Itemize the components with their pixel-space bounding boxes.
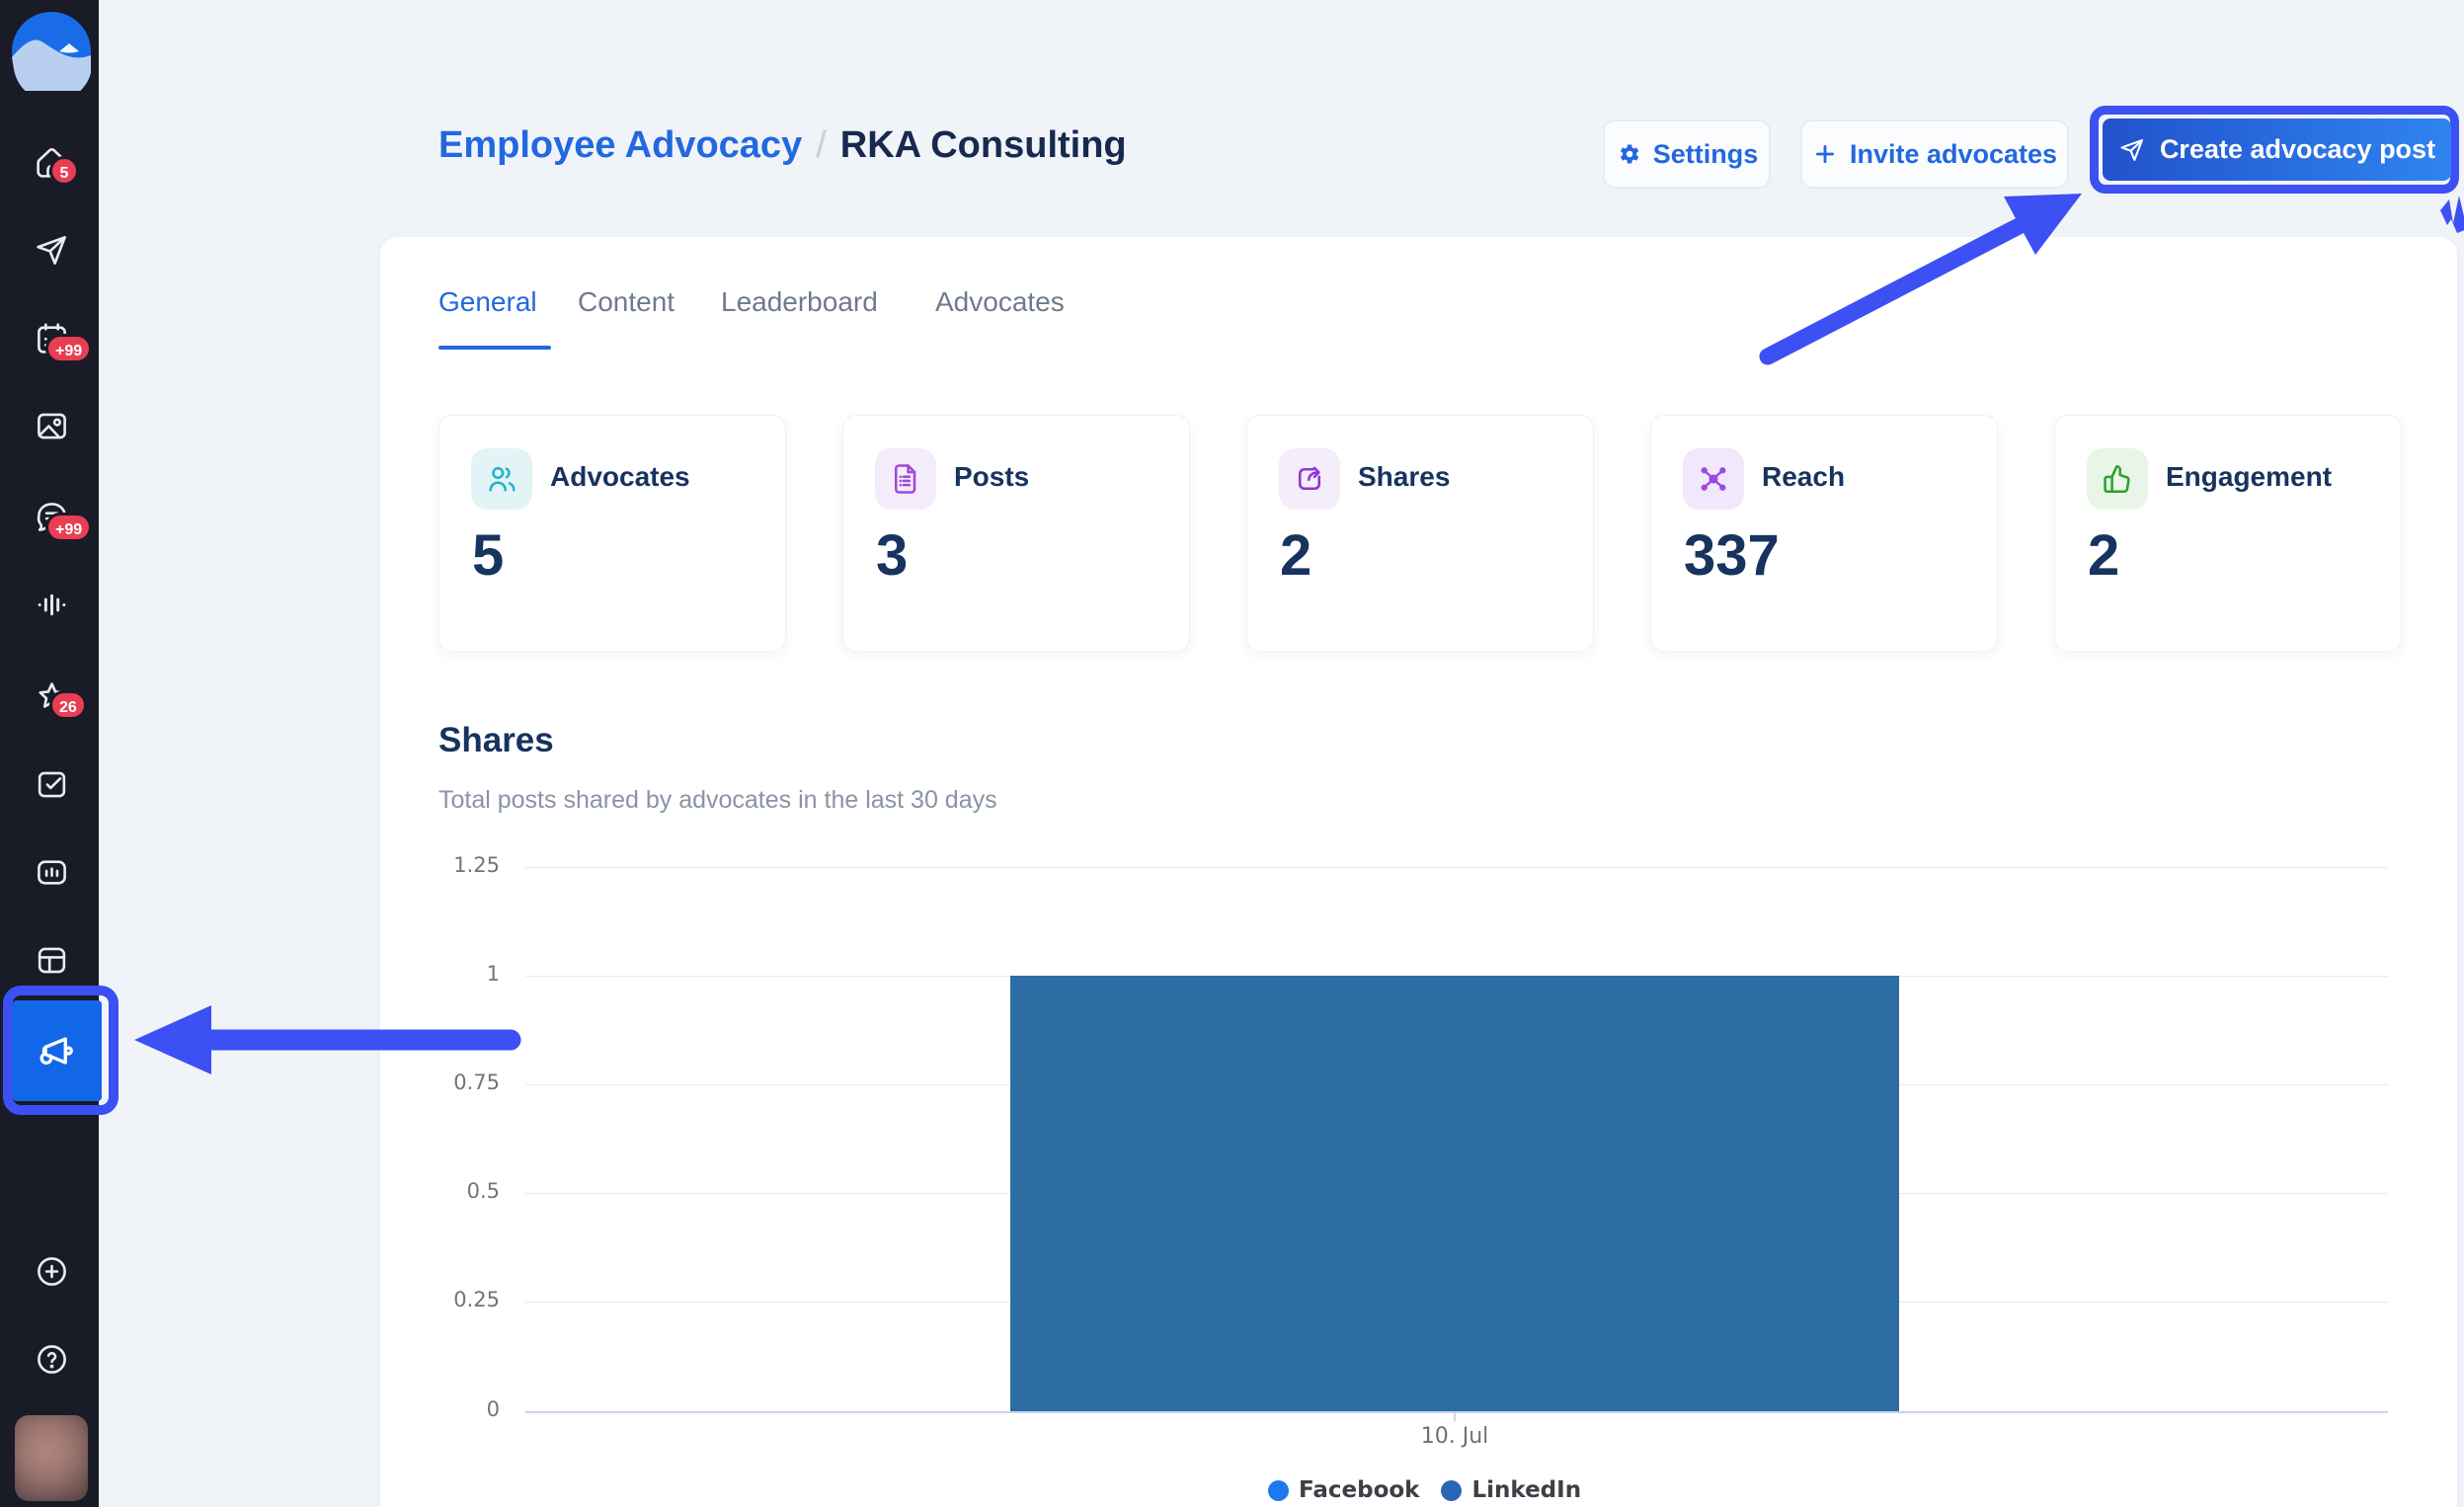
legend-label: LinkedIn <box>1471 1477 1582 1503</box>
share-icon <box>1298 466 1321 491</box>
facebook-legend-dot <box>1268 1479 1289 1501</box>
tab-content[interactable]: Content <box>578 286 676 317</box>
annotation-glyph-edge <box>2440 196 2464 233</box>
stat-value: 5 <box>472 523 505 588</box>
annotation-highlight-ring-sidebar <box>3 986 119 1115</box>
sidebar-item-add[interactable] <box>20 1239 83 1303</box>
inbox-notification-badge: +99 <box>45 513 93 542</box>
calendar-notification-badge: +99 <box>45 334 93 363</box>
annotation-highlight-ring-create <box>2090 106 2459 194</box>
sidebar-item-reviews[interactable]: 26 <box>20 665 87 728</box>
page-title: RKA Consulting <box>839 124 1127 166</box>
x-axis-line <box>525 1411 2388 1413</box>
tab-advocates[interactable]: Advocates <box>935 286 1065 317</box>
avatar-image <box>15 1415 88 1501</box>
stat-value: 3 <box>876 523 909 588</box>
listening-waveform-icon <box>38 594 65 615</box>
invite-advocates-button[interactable]: Invite advocates <box>1800 119 2069 189</box>
gear-icon <box>1620 144 1639 164</box>
y-tick-label: 0.5 <box>466 1179 500 1203</box>
network-icon <box>1701 467 1726 491</box>
x-tick-label: 10. Jul <box>1420 1424 1489 1449</box>
tab-leaderboard[interactable]: Leaderboard <box>721 286 878 317</box>
stat-label: Shares <box>1358 461 1451 492</box>
sidebar-item-publish[interactable] <box>20 218 83 281</box>
breadcrumb-section[interactable]: Employee Advocacy <box>438 124 803 166</box>
reviews-notification-badge: 26 <box>49 690 87 720</box>
stat-card-shares: Shares 2 <box>1246 415 1594 652</box>
tab-general[interactable]: General <box>438 286 537 317</box>
stat-label: Posts <box>954 461 1030 492</box>
sidebar-item-listening[interactable] <box>20 573 83 636</box>
sidebar-item-reports[interactable] <box>20 840 83 904</box>
check-square-icon <box>38 771 65 797</box>
plus-icon <box>1815 145 1834 163</box>
sidebar-item-tasks[interactable] <box>20 753 83 816</box>
stat-label: Advocates <box>550 461 690 492</box>
document-icon <box>894 464 916 494</box>
legend-item-facebook[interactable]: Facebook <box>1268 1477 1419 1503</box>
settings-button[interactable]: Settings <box>1603 119 1771 189</box>
plus-circle-icon <box>37 1256 66 1286</box>
stat-value: 337 <box>1684 523 1780 588</box>
stat-card-reach: Reach 337 <box>1650 415 1998 652</box>
thumbs-up-icon <box>2104 464 2130 494</box>
send-icon <box>36 235 66 265</box>
shares-section-title: Shares <box>438 721 554 759</box>
advocates-icon-tile <box>471 448 532 510</box>
posts-icon-tile <box>875 448 936 510</box>
y-tick-label: 0 <box>486 1397 500 1421</box>
sidebar: 5 +99 <box>0 0 102 1507</box>
linkedin-legend-dot <box>1441 1479 1463 1501</box>
bar-chart-icon <box>37 859 66 885</box>
shares-icon-tile <box>1279 448 1340 510</box>
breadcrumb-separator: / <box>816 124 827 166</box>
user-avatar[interactable] <box>15 1415 88 1501</box>
sidebar-item-employee-advocacy[interactable] <box>13 1000 102 1101</box>
chart-bar-linkedin <box>1010 976 1899 1411</box>
sidebar-item-home[interactable]: 5 <box>20 130 83 194</box>
breadcrumb: Employee Advocacy / RKA Consulting <box>438 124 1127 167</box>
active-tab-underline <box>438 346 551 350</box>
sidebar-item-calendar[interactable]: +99 <box>20 306 93 369</box>
legend-label: Facebook <box>1299 1477 1420 1503</box>
layout-icon <box>38 947 65 973</box>
sidebar-item-media[interactable] <box>20 394 83 457</box>
y-tick-label: 0.25 <box>453 1288 500 1311</box>
home-notification-badge: 5 <box>49 156 79 186</box>
stat-card-advocates: Advocates 5 <box>438 415 786 652</box>
stat-value: 2 <box>1280 523 1312 588</box>
create-advocacy-post-label: Create advocacy post <box>2159 134 2436 164</box>
create-advocacy-post-button[interactable]: Create advocacy post <box>2103 119 2451 181</box>
stat-label: Reach <box>1762 461 1846 492</box>
reach-icon-tile <box>1683 448 1744 510</box>
shares-section-subtitle: Total posts shared by advocates in the l… <box>438 786 997 814</box>
vista-social-logo[interactable] <box>12 12 91 103</box>
sidebar-item-boards[interactable] <box>20 928 83 991</box>
send-icon <box>2120 138 2143 161</box>
invite-advocates-button-label: Invite advocates <box>1849 138 2058 169</box>
stat-card-engagement: Engagement 2 <box>2054 415 2402 652</box>
chart-legend: Facebook LinkedIn <box>1268 1477 1581 1503</box>
image-icon <box>37 413 66 438</box>
sidebar-item-help[interactable] <box>20 1327 83 1390</box>
y-tick-label: 1.25 <box>453 853 500 877</box>
settings-button-label: Settings <box>1652 138 1759 169</box>
stat-label: Engagement <box>2166 461 2333 492</box>
logo-mountain-icon <box>12 12 91 103</box>
users-icon <box>489 466 516 492</box>
stat-card-posts: Posts 3 <box>842 415 1190 652</box>
gridline <box>525 867 2388 868</box>
question-circle-icon <box>37 1344 66 1374</box>
sidebar-item-inbox[interactable]: +99 <box>20 485 93 548</box>
y-tick-label: 0.75 <box>453 1071 500 1094</box>
stat-value: 2 <box>2088 523 2120 588</box>
engagement-icon-tile <box>2087 448 2148 510</box>
y-tick-label: 1 <box>486 962 500 986</box>
legend-item-linkedin[interactable]: LinkedIn <box>1441 1477 1581 1503</box>
x-tick-mark <box>1454 1412 1456 1421</box>
megaphone-icon <box>40 1037 73 1065</box>
